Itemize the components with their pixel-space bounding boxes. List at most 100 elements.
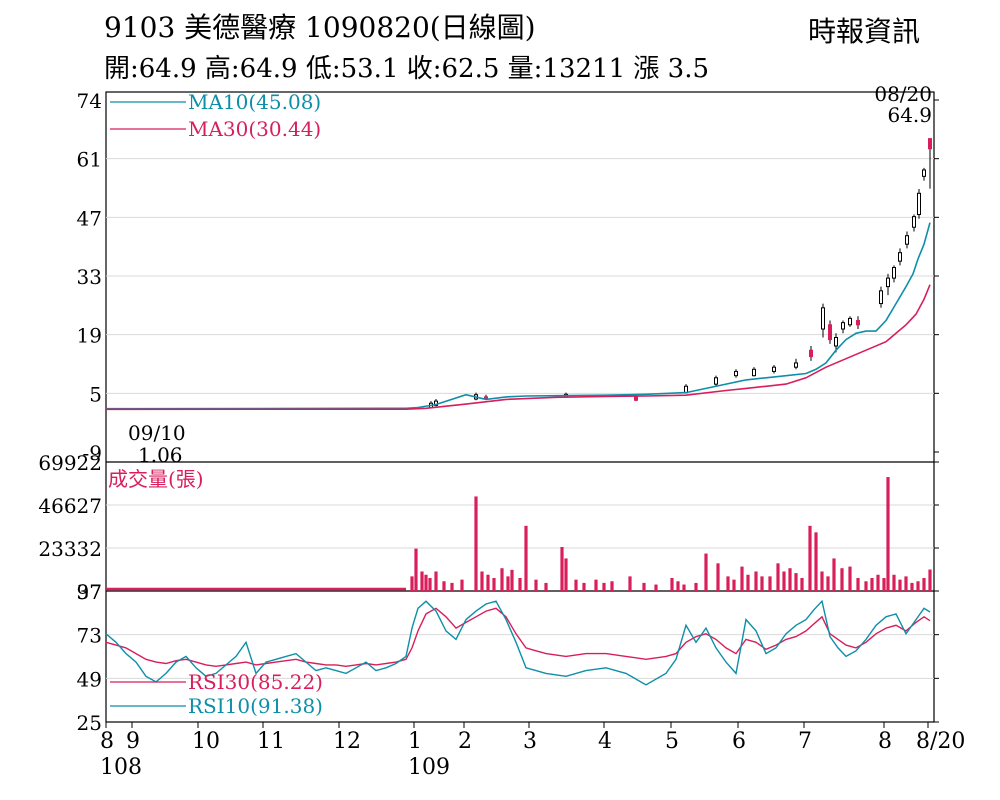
candle-body [734,370,738,377]
volume-bar [826,576,830,591]
y-tick-label: 37 [77,580,102,604]
x-tick-label: 3 [523,729,537,754]
x-tick-label: 8/20 [916,729,965,754]
x-tick-label: 9 [126,729,140,754]
price-panel [105,138,932,411]
volume-bar [876,574,880,591]
ma30-line [105,284,931,411]
volume-bar [882,578,886,591]
volume-bar [410,576,414,591]
volume-bar [442,581,446,591]
x-tick-label: 5 [665,729,679,754]
y-tick-label: 49 [77,667,102,691]
volume-bar [474,496,478,591]
ma10-legend-label: MA10(45.08) [188,90,321,114]
volume-bar [892,574,896,591]
volume-bar [848,566,852,591]
last-price-annotation: 64.9 [887,103,932,127]
candle-body [898,252,902,262]
volume-bar [760,576,764,591]
volume-bar [776,563,780,591]
volume-bar [564,558,568,591]
volume-bar [910,582,914,591]
volume-bar [716,563,720,591]
y-tick-label: 23332 [38,537,102,561]
volume-bar [808,525,812,591]
volume-bar [420,571,424,591]
volume-bar [500,568,504,591]
data-source: 時報資訊 [808,15,921,48]
volume-bar [864,581,868,591]
volume-bar [800,578,804,591]
volume-bar [832,558,836,591]
y-tick-label: 97 [77,580,102,604]
x-tick-label: 11 [257,729,285,754]
candle-body [905,235,909,245]
volume-bar [788,568,792,591]
candle-body [848,317,852,326]
x-tick-label: 12 [333,729,361,754]
volume-bar [732,579,736,591]
low-date-annotation: 09/10 [128,421,186,445]
volume-bar [704,553,708,591]
grid-lines [106,99,939,723]
volume-bar [820,571,824,591]
candle-body [772,366,776,372]
x-tick-label: 6 [732,729,746,754]
ma10-line [105,222,931,410]
rsi10-legend-label: RSI10(91.38) [188,694,323,718]
volume-bar [492,578,496,591]
candle-body [886,277,890,288]
x-tick-label: 8 [100,729,114,754]
y-tick-label: 69922 [38,451,102,475]
candle-body [834,336,838,347]
y-tick-label: 25 [77,711,102,735]
volume-bar [916,581,920,591]
volume-bar [428,578,432,591]
candle-body [841,322,845,330]
x-tick-label: 4 [598,729,612,754]
volume-bar [434,571,438,591]
y-tick-label: 73 [77,624,102,648]
volume-bar [518,578,522,591]
volume-bar [480,571,484,591]
volume-bar [506,576,510,591]
candle-body [892,267,896,279]
volume-bar [574,579,578,591]
y-tick-label: 61 [77,148,102,172]
candle-body [912,216,916,228]
candle-body [879,290,883,305]
volume-bar [654,584,658,591]
volume-panel [106,477,932,591]
ohlc-summary: 開:64.9 高:64.9 低:53.1 收:62.5 量:13211 漲 3.… [104,54,710,84]
volume-bar [486,574,490,591]
volume-bar [560,547,564,591]
volume-bar [594,579,598,591]
volume-bar [904,576,908,591]
volume-bar [740,566,744,591]
volume-bar [814,532,818,591]
y-tick-label: 33 [77,265,102,289]
volume-bar [414,548,418,591]
volume-bar [782,571,786,591]
candle-body [809,349,813,358]
x-tick-label: 7 [798,729,812,754]
x-tick-label: 10 [192,729,220,754]
volume-bar [524,525,528,591]
plot-border [105,91,935,723]
volume-bar [676,581,680,591]
x-tick-label: 8 [878,729,892,754]
volume-bar [642,582,646,591]
candle-body [928,138,932,150]
candle-body [856,320,860,326]
last-date-annotation: 08/20 [874,82,932,106]
candle-body [917,192,921,216]
volume-bar [898,579,902,591]
ma30-legend-label: MA30(30.44) [188,117,321,141]
y-tick-label: 5 [89,382,102,406]
volume-bar [424,574,428,591]
volume-bar [794,573,798,591]
rsi30-legend-label: RSI30(85.22) [188,670,323,694]
volume-bar [510,569,514,591]
